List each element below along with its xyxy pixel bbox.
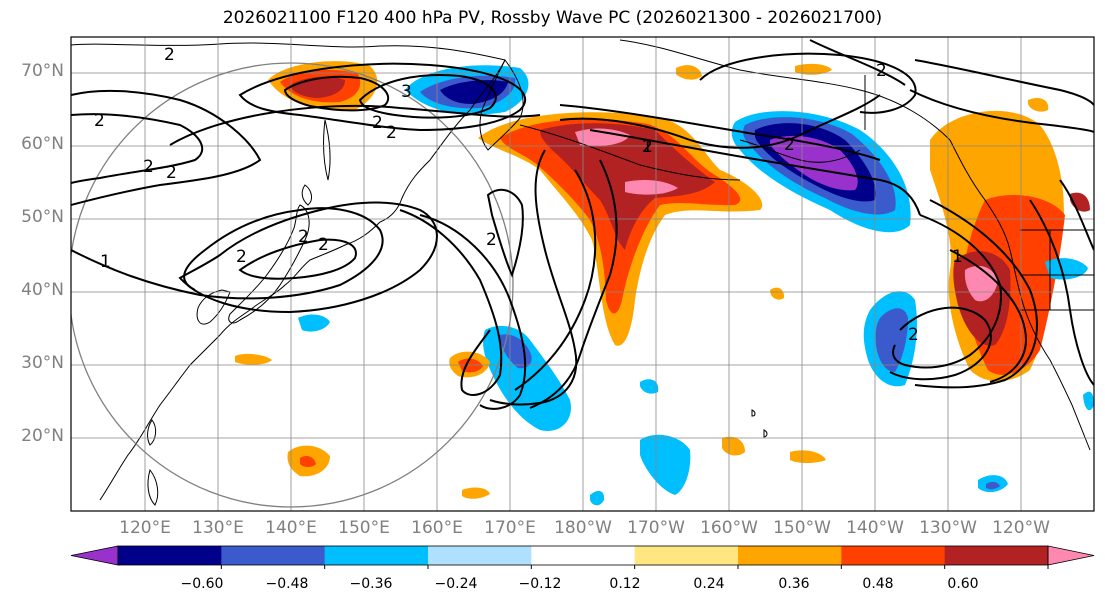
- lat-label: 50°N: [21, 207, 64, 227]
- contour-label: 2: [318, 235, 329, 255]
- contour-label: 2: [784, 135, 795, 155]
- lat-label: 20°N: [21, 426, 64, 446]
- contour-label: 2: [298, 227, 309, 247]
- colorbar-segment: [118, 546, 222, 565]
- colorbar-segment: [428, 546, 532, 565]
- colorbar-segment: [738, 546, 842, 565]
- contour-label: 2: [486, 230, 497, 250]
- lat-label: 40°N: [21, 280, 64, 300]
- colorbar-segment: [634, 546, 739, 565]
- lon-label: 140°W: [846, 518, 904, 538]
- colorbar-tick-label: −0.12: [518, 576, 562, 592]
- reference-circle: [71, 62, 514, 508]
- colorbar-extend-high: [1047, 545, 1095, 566]
- colorbar: [70, 545, 1095, 569]
- lon-label: 130°E: [192, 518, 244, 538]
- contour-label: 2: [236, 247, 247, 267]
- contour-label: 1: [642, 137, 653, 157]
- colorbar-segment: [531, 546, 636, 565]
- colorbar-tick-label: −0.24: [434, 576, 478, 592]
- colorbar-extend-low: [70, 545, 119, 566]
- graticule: [71, 37, 1094, 511]
- colorbar-outline: [117, 545, 1049, 566]
- map-frame: [70, 36, 1095, 512]
- lon-label: 150°W: [773, 518, 831, 538]
- lon-label: 160°E: [411, 518, 463, 538]
- map-title: 2026021100 F120 400 hPa PV, Rossby Wave …: [222, 8, 883, 28]
- colorbar-tick-label: 0.24: [693, 576, 725, 592]
- lon-label: 180°W: [554, 518, 612, 538]
- contour-label: 2: [642, 137, 653, 157]
- contour-label: 2: [372, 113, 383, 133]
- colorbar-segment: [944, 546, 1049, 565]
- colorbar-tick-label: 0.60: [947, 576, 979, 592]
- colorbar-segment: [324, 546, 429, 565]
- pv-contours: [71, 39, 1094, 410]
- contour-label-group: 2 3 2 2 2 2 2 2 1 2 2 2 1 2 2 2 1 2: [94, 45, 963, 345]
- lon-label: 170°W: [627, 518, 685, 538]
- colorbar-tick-label: −0.48: [265, 576, 309, 592]
- contour-label: 3: [401, 82, 412, 102]
- contour-label: 2: [876, 61, 887, 81]
- contour-label: 2: [94, 111, 105, 131]
- contour-label: 1: [952, 247, 963, 267]
- lon-label: 160°W: [700, 518, 758, 538]
- lon-label: 120°W: [992, 518, 1050, 538]
- lon-label: 120°E: [119, 518, 171, 538]
- lon-label: 170°E: [484, 518, 536, 538]
- lon-label: 130°W: [919, 518, 977, 538]
- contour-label: 2: [164, 45, 175, 65]
- colorbar-tick-label: −0.60: [180, 576, 224, 592]
- colorbar-tick-label: 0.12: [609, 576, 641, 592]
- map-panel: 2 3 2 2 2 2 2 2 1 2 2 2 1 2 2 2 1 2: [71, 37, 1094, 511]
- lat-label: 60°N: [21, 134, 64, 154]
- contour-label: 2: [166, 163, 177, 183]
- colorbar-tick-label: 0.48: [862, 576, 894, 592]
- colorbar-tick-label: 0.36: [778, 576, 810, 592]
- colorbar-segment: [221, 546, 326, 565]
- colorbar-segment: [841, 546, 946, 565]
- lon-label: 150°E: [338, 518, 390, 538]
- coastlines: [71, 39, 1094, 506]
- contour-label: 2: [143, 157, 154, 177]
- lon-label: 140°E: [265, 518, 317, 538]
- lat-label: 70°N: [21, 61, 64, 81]
- contour-label: 2: [908, 325, 919, 345]
- colorbar-tick-label: −0.36: [349, 576, 393, 592]
- contour-label: 2: [386, 123, 397, 143]
- lat-label: 30°N: [21, 353, 64, 373]
- contour-label: 1: [100, 252, 111, 272]
